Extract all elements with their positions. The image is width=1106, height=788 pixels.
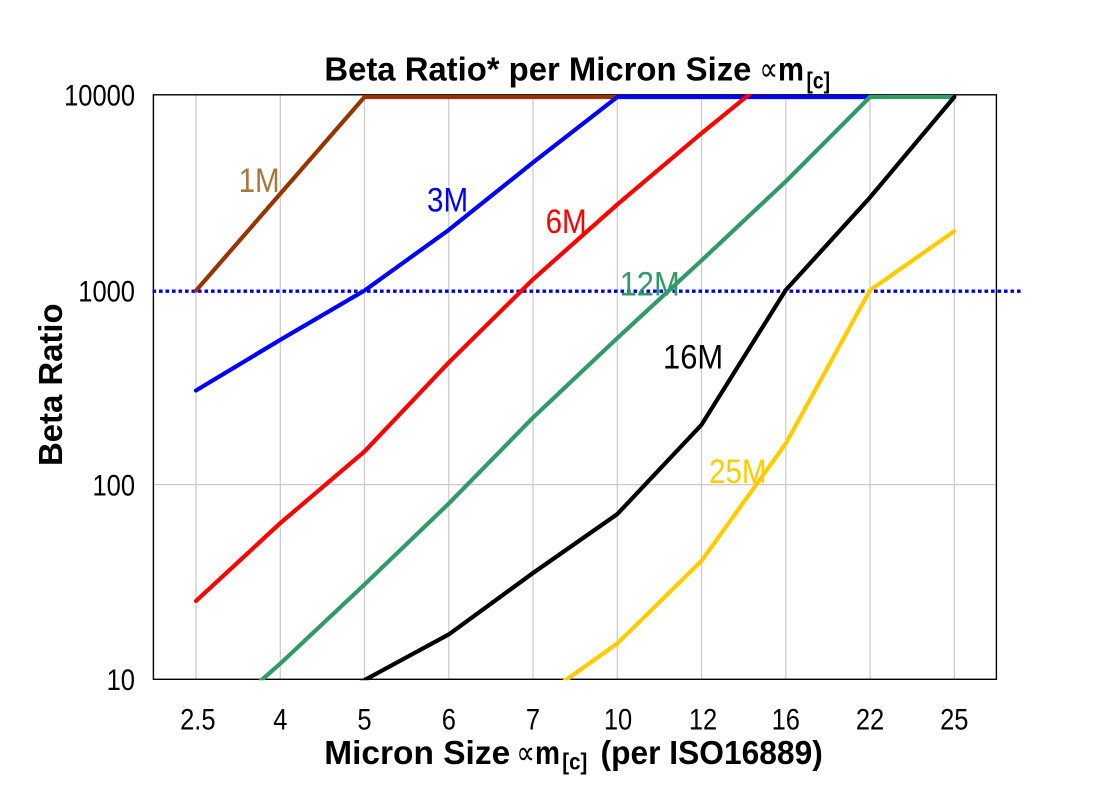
svg-text:∝: ∝	[760, 51, 779, 88]
svg-text:3M: 3M	[427, 181, 468, 219]
svg-text:Micron Size: Micron Size	[324, 735, 510, 772]
svg-text:4: 4	[273, 703, 287, 736]
svg-text:12: 12	[689, 703, 717, 736]
svg-text:∝: ∝	[516, 735, 535, 772]
svg-text:10000: 10000	[64, 79, 135, 112]
svg-text:22: 22	[856, 703, 884, 736]
svg-text:25: 25	[940, 703, 968, 736]
svg-text:10: 10	[604, 703, 632, 736]
svg-text:[c]: [c]	[562, 749, 587, 775]
svg-text:1000: 1000	[78, 275, 135, 308]
svg-text:100: 100	[92, 469, 135, 502]
svg-text:[c]: [c]	[807, 68, 831, 94]
svg-text:16M: 16M	[663, 338, 723, 376]
svg-text:7: 7	[526, 703, 540, 736]
svg-text:12M: 12M	[620, 265, 680, 303]
svg-text:(per ISO16889): (per ISO16889)	[601, 735, 823, 772]
svg-text:m: m	[778, 51, 804, 88]
svg-text:Beta Ratio: Beta Ratio	[33, 303, 70, 466]
svg-text:16: 16	[772, 703, 800, 736]
svg-text:2.5: 2.5	[180, 703, 215, 736]
svg-text:1M: 1M	[239, 161, 280, 199]
svg-text:10: 10	[107, 663, 135, 696]
svg-text:Beta Ratio* per Micron Size: Beta Ratio* per Micron Size	[324, 51, 751, 88]
svg-text:6: 6	[442, 703, 456, 736]
svg-text:5: 5	[357, 703, 371, 736]
svg-text:m: m	[535, 735, 560, 772]
svg-text:25M: 25M	[709, 452, 767, 490]
svg-text:6M: 6M	[546, 202, 587, 240]
